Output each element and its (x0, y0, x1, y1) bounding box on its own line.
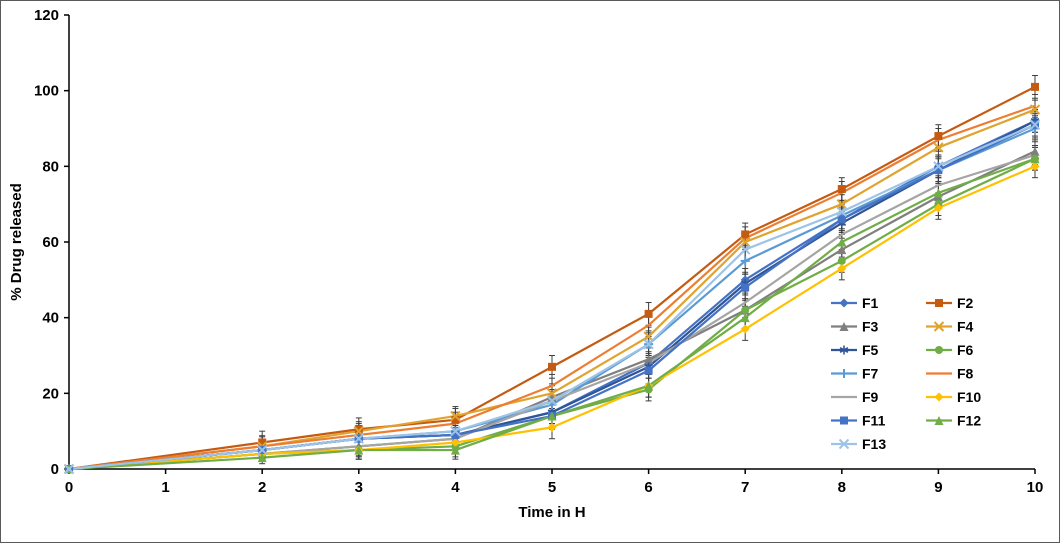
y-tick-label: 40 (42, 310, 59, 327)
legend-item-F7: F7 (831, 366, 879, 382)
legend: F1 F2 F3 F4 F5 F6 F7 F8 F9 F10 F11 F12 F13 (831, 295, 981, 452)
series-line-F8 (67, 104, 1037, 471)
x-axis-ticks: 0 1 2 3 4 5 6 7 8 9 10 (65, 469, 1044, 496)
series-line-F10 (67, 165, 1037, 471)
x-tick-label: 7 (741, 479, 749, 496)
x-tick-label: 4 (451, 479, 460, 496)
series-line-F2 (67, 85, 1037, 471)
x-tick-label: 9 (934, 479, 942, 496)
x-tick-label: 3 (355, 479, 363, 496)
legend-label: F2 (957, 295, 974, 311)
legend-item-F12: F12 (926, 413, 981, 429)
x-tick-label: 6 (644, 479, 652, 496)
legend-label: F8 (957, 366, 974, 382)
legend-label: F7 (862, 366, 879, 382)
legend-label: F4 (957, 319, 974, 335)
legend-label: F9 (862, 389, 879, 405)
x-tick-label: 8 (838, 479, 846, 496)
legend-item-F4: F4 (926, 319, 974, 335)
legend-item-F3: F3 (831, 319, 879, 335)
legend-item-F8: F8 (926, 366, 974, 382)
legend-label: F1 (862, 295, 879, 311)
legend-label: F13 (862, 436, 886, 452)
legend-label: F12 (957, 413, 981, 429)
x-tick-label: 0 (65, 479, 73, 496)
y-tick-label: 100 (34, 83, 59, 100)
y-tick-label: 20 (42, 385, 59, 402)
y-tick-label: 80 (42, 158, 59, 175)
error-bars (259, 75, 1038, 465)
y-axis-ticks: 0 20 40 60 80 100 120 (34, 7, 69, 478)
series-markers-F13 (63, 119, 1041, 475)
legend-item-F6: F6 (926, 342, 974, 358)
series-markers-F12 (64, 154, 1040, 474)
y-axis-title: % Drug released (8, 183, 25, 301)
x-tick-label: 10 (1027, 479, 1044, 496)
y-tick-label: 60 (42, 234, 59, 251)
legend-label: F11 (862, 413, 886, 429)
legend-item-F11: F11 (831, 413, 886, 429)
legend-item-F13: F13 (831, 436, 886, 452)
x-axis-title: Time in H (518, 504, 585, 521)
legend-label: F5 (862, 342, 879, 358)
legend-label: F6 (957, 342, 974, 358)
legend-label: F10 (957, 389, 981, 405)
legend-item-F2: F2 (926, 295, 974, 311)
x-tick-label: 5 (548, 479, 556, 496)
series-line-F12 (67, 157, 1037, 471)
x-tick-label: 2 (258, 479, 266, 496)
series-line-F13 (67, 123, 1037, 471)
x-tick-label: 1 (161, 479, 169, 496)
y-tick-label: 120 (34, 7, 59, 24)
legend-label: F3 (862, 319, 879, 335)
series-line-F4 (67, 108, 1037, 471)
series-line-F9 (67, 153, 1037, 471)
legend-item-F10: F10 (926, 389, 981, 405)
legend-item-F1: F1 (831, 295, 879, 311)
legend-item-F5: F5 (831, 342, 879, 358)
y-tick-label: 0 (51, 461, 59, 478)
legend-item-F9: F9 (831, 389, 879, 405)
